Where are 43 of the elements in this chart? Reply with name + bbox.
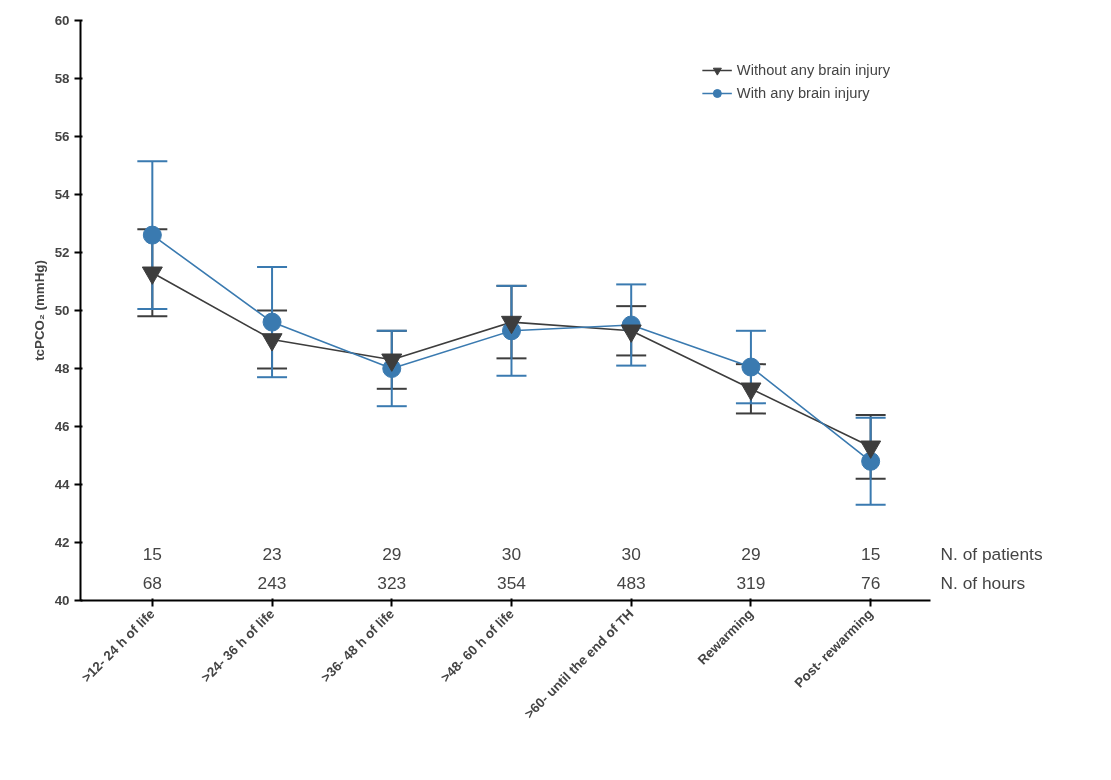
annotation: 76 — [861, 573, 881, 594]
y-axis-title: tcPCO₂ (mmHg) — [31, 260, 47, 361]
y-tick-label: 56 — [54, 129, 70, 144]
annotation: 23 — [262, 544, 282, 565]
annotation: 323 — [377, 573, 407, 594]
annotation: 354 — [497, 573, 527, 594]
point — [500, 315, 522, 335]
y-tick-label: 44 — [54, 477, 71, 492]
y-tick-label: 42 — [54, 535, 70, 550]
point — [620, 324, 642, 343]
point — [381, 353, 403, 372]
point — [741, 357, 761, 377]
text: N. of hours — [940, 573, 1026, 594]
x-tick-label: >12- 24 h of life — [78, 606, 158, 686]
annotation: 30 — [621, 544, 641, 565]
x-tick-label: >36- 48 h of life — [318, 606, 398, 686]
y-tick-label: 48 — [54, 361, 70, 376]
legend-label: With any brain injury — [736, 85, 870, 101]
y-tick-label: 40 — [54, 593, 70, 608]
point — [262, 312, 282, 332]
x-tick-label: >24- 36 h of life — [198, 606, 278, 686]
y-tick-label: 50 — [54, 303, 70, 318]
y-tick-label: 60 — [54, 13, 70, 28]
y-tick-label: 46 — [54, 419, 70, 434]
annotation: 29 — [741, 544, 761, 565]
annotation: 15 — [142, 544, 162, 565]
annotation: 319 — [736, 573, 766, 594]
x-tick-label: >48- 60 h of life — [437, 606, 517, 686]
annotation: 30 — [501, 544, 522, 565]
annotation: 68 — [142, 573, 162, 594]
annotation: 15 — [861, 544, 881, 565]
point — [261, 333, 283, 352]
point — [860, 440, 882, 459]
y-tick-label: 58 — [54, 71, 70, 86]
annotation: 483 — [616, 573, 646, 594]
annotation: 29 — [382, 544, 402, 565]
point — [142, 225, 162, 245]
legend-label: Without any brain injury — [736, 62, 890, 78]
y-tick-label: 54 — [54, 187, 71, 202]
text: N. of patients — [940, 544, 1043, 565]
y-tick-label: 52 — [54, 245, 70, 260]
point — [740, 382, 762, 401]
annotation: 243 — [257, 573, 287, 594]
